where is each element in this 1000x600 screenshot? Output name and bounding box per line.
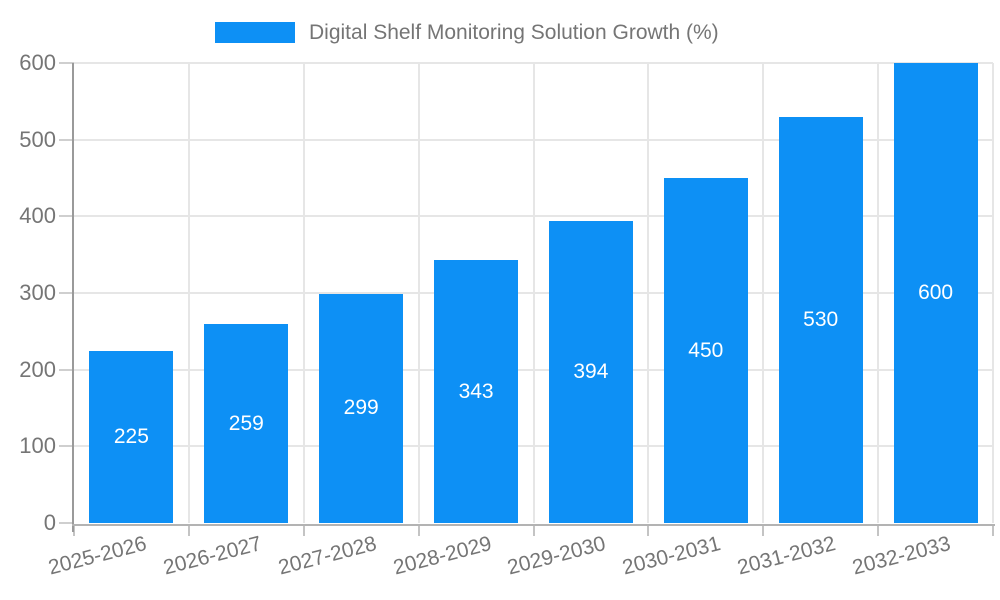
y-tick	[59, 138, 74, 141]
y-tick	[59, 445, 74, 448]
bar-value-label: 600	[918, 281, 954, 304]
legend-label: Digital Shelf Monitoring Solution Growth…	[309, 21, 719, 44]
x-tick	[73, 525, 75, 536]
x-tick-label: 2026-2027	[160, 532, 264, 580]
y-tick	[59, 215, 74, 218]
x-tick	[647, 525, 650, 536]
gridline-vertical	[762, 63, 765, 523]
bar-value-label: 225	[113, 424, 149, 448]
y-tick	[59, 292, 74, 294]
bar-2028-2029[interactable]: 343	[434, 260, 519, 523]
bar-2032-2033[interactable]: 600	[893, 63, 978, 523]
x-tick	[187, 525, 190, 536]
y-tick	[59, 368, 74, 371]
y-tick-label: 600	[19, 50, 56, 75]
x-tick	[302, 525, 305, 536]
x-tick-label: 2025-2026	[45, 532, 149, 580]
bar-2025-2026[interactable]: 225	[89, 350, 174, 523]
x-tick-label: 2028-2029	[390, 532, 494, 580]
bar-value-label: 259	[228, 411, 264, 435]
x-tick-label: 2027-2028	[275, 532, 379, 580]
x-tick-label: 2029-2030	[505, 532, 609, 580]
y-tick-label: 300	[19, 280, 56, 305]
bar-value-label: 450	[688, 338, 724, 362]
x-tick	[532, 525, 535, 536]
y-tick	[59, 522, 74, 524]
x-tick	[762, 525, 765, 536]
bar-2031-2032[interactable]: 530	[778, 116, 863, 523]
y-axis-line	[72, 63, 74, 532]
bar-value-label: 394	[573, 359, 609, 383]
bar-value-label: 343	[458, 379, 494, 403]
bar-2029-2030[interactable]: 394	[548, 220, 633, 523]
y-tick-label: 500	[19, 126, 56, 152]
y-tick-label: 400	[19, 203, 56, 229]
bar-2027-2028[interactable]: 299	[319, 293, 404, 523]
bar-value-label: 530	[803, 307, 839, 331]
gridline-vertical	[302, 63, 305, 523]
bar-value-label: 299	[343, 396, 379, 420]
x-tick	[877, 525, 880, 536]
legend-item[interactable]: Digital Shelf Monitoring Solution Growth…	[215, 22, 719, 43]
legend-swatch-icon	[215, 22, 295, 43]
x-tick-label: 2032-2033	[850, 532, 954, 580]
gridline-vertical	[187, 63, 190, 523]
x-tick-label: 2031-2032	[735, 532, 839, 580]
x-tick-label: 2030-2031	[620, 532, 724, 580]
bar-2026-2027[interactable]: 259	[204, 324, 289, 523]
gridline-vertical	[417, 63, 420, 523]
y-tick-label: 0	[43, 510, 56, 535]
x-axis-line	[72, 524, 995, 526]
x-tick	[417, 525, 420, 536]
y-tick-label: 200	[19, 356, 56, 382]
gridline-vertical	[532, 63, 535, 523]
y-tick-label: 100	[19, 433, 56, 459]
gridline-vertical	[877, 63, 880, 523]
gridline-vertical	[992, 63, 994, 523]
gridline-vertical	[647, 63, 650, 523]
bar-2030-2031[interactable]: 450	[663, 178, 748, 523]
y-tick	[59, 62, 74, 64]
x-tick	[992, 525, 994, 536]
